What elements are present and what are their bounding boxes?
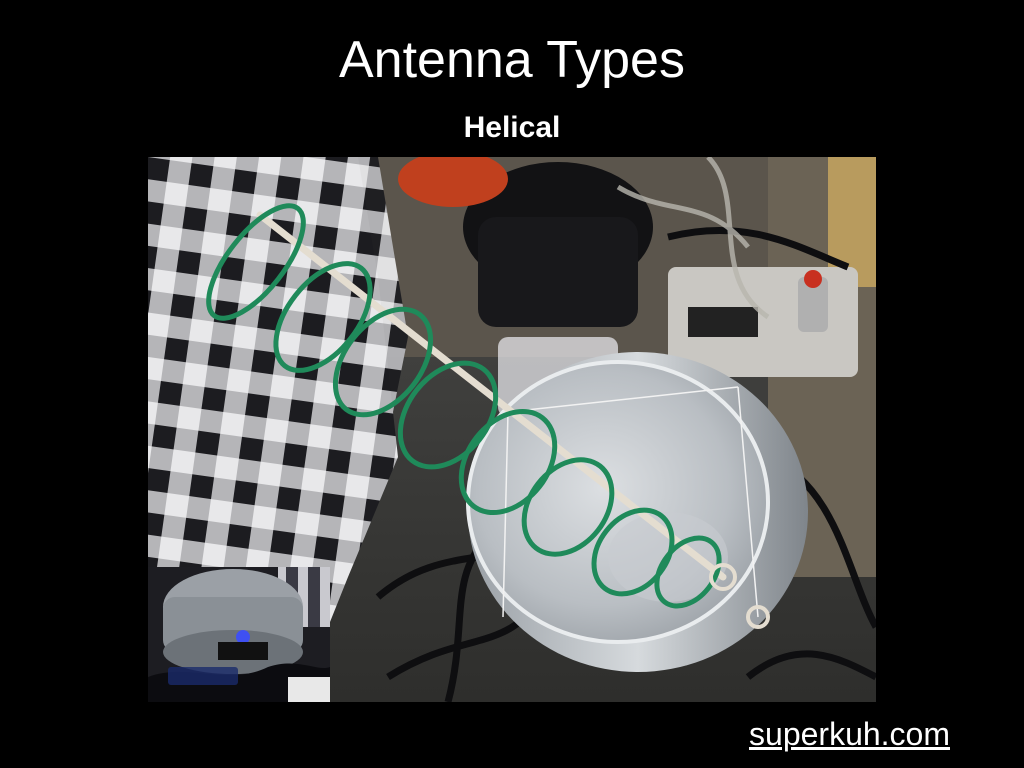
slide-title: Antenna Types — [339, 31, 685, 89]
inset-photo — [148, 567, 330, 702]
helical-antenna-photo — [148, 157, 876, 702]
website-link[interactable]: superkuh.com — [749, 716, 950, 752]
slide-subtitle: Helical — [463, 111, 561, 144]
